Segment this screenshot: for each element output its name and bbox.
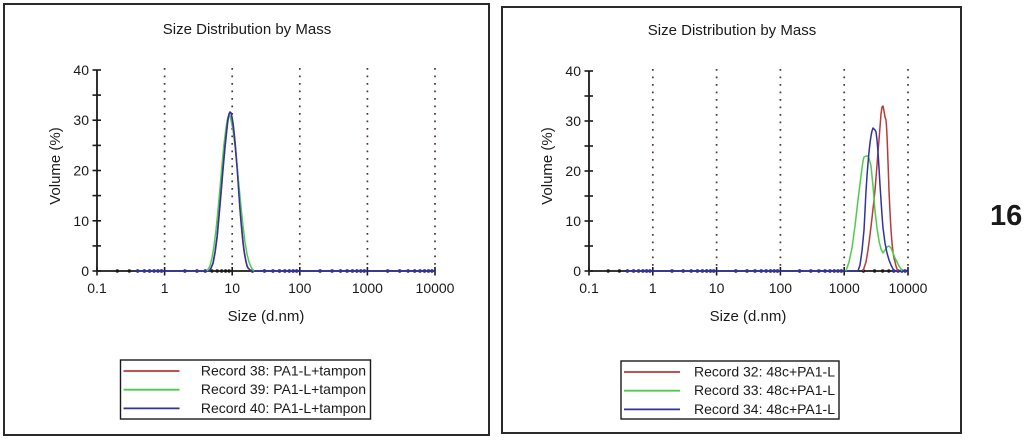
- svg-text:30: 30: [73, 112, 89, 128]
- svg-text:0.1: 0.1: [87, 280, 107, 296]
- svg-text:40: 40: [73, 62, 89, 78]
- svg-text:10: 10: [565, 213, 581, 229]
- svg-text:20: 20: [73, 163, 89, 179]
- svg-text:Record 39: PA1-L+tampon: Record 39: PA1-L+tampon: [201, 381, 366, 397]
- svg-text:40: 40: [565, 63, 581, 79]
- svg-text:10: 10: [709, 280, 725, 296]
- svg-text:Size Distribution by Mass: Size Distribution by Mass: [163, 21, 331, 38]
- svg-text:1000: 1000: [352, 280, 383, 296]
- svg-text:Record 33: 48c+PA1-L: Record 33: 48c+PA1-L: [694, 382, 835, 398]
- svg-text:0.1: 0.1: [579, 280, 599, 296]
- svg-text:Volume (%): Volume (%): [539, 127, 556, 205]
- svg-text:0: 0: [81, 263, 89, 279]
- svg-text:30: 30: [565, 113, 581, 129]
- svg-text:Size (d.nm): Size (d.nm): [710, 308, 787, 325]
- svg-text:10: 10: [224, 280, 240, 296]
- svg-text:1: 1: [649, 280, 657, 296]
- svg-text:10000: 10000: [889, 280, 928, 296]
- svg-text:Record 40: PA1-L+tampon: Record 40: PA1-L+tampon: [201, 400, 366, 416]
- svg-text:Record 38: PA1-L+tampon: Record 38: PA1-L+tampon: [201, 363, 366, 379]
- svg-text:1000: 1000: [829, 280, 860, 296]
- svg-text:Volume (%): Volume (%): [47, 127, 64, 205]
- svg-text:10: 10: [73, 213, 89, 229]
- svg-text:Size (d.nm): Size (d.nm): [228, 308, 305, 325]
- svg-text:16: 16: [990, 200, 1022, 232]
- svg-text:100: 100: [288, 280, 312, 296]
- svg-text:0: 0: [573, 263, 581, 279]
- svg-text:Record 32: 48c+PA1-L: Record 32: 48c+PA1-L: [694, 364, 835, 380]
- svg-text:Size Distribution by Mass: Size Distribution by Mass: [648, 22, 816, 39]
- svg-text:10000: 10000: [416, 280, 455, 296]
- svg-text:100: 100: [769, 280, 793, 296]
- svg-text:Record 34: 48c+PA1-L: Record 34: 48c+PA1-L: [694, 401, 835, 417]
- svg-text:20: 20: [565, 163, 581, 179]
- svg-text:1: 1: [161, 280, 169, 296]
